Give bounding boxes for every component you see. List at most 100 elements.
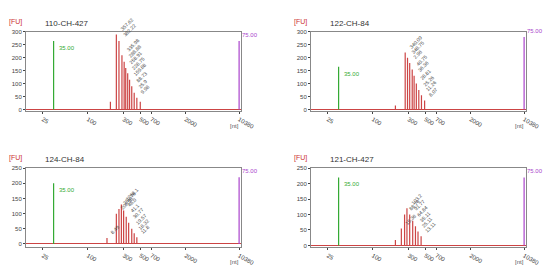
svg-text:150: 150 xyxy=(297,68,308,74)
svg-text:500: 500 xyxy=(423,252,435,263)
svg-text:500: 500 xyxy=(138,116,150,127)
svg-text:100: 100 xyxy=(12,81,23,87)
svg-text:100: 100 xyxy=(86,252,98,263)
svg-text:50: 50 xyxy=(300,227,307,233)
svg-text:700: 700 xyxy=(434,116,446,127)
svg-text:2000: 2000 xyxy=(183,116,198,128)
svg-text:75.00: 75.00 xyxy=(242,168,258,174)
svg-text:700: 700 xyxy=(149,116,161,127)
svg-text:258.91: 258.91 xyxy=(128,50,143,65)
svg-text:357.62: 357.62 xyxy=(119,17,134,32)
svg-text:25: 25 xyxy=(41,252,50,261)
svg-text:91.77: 91.77 xyxy=(413,198,426,211)
svg-text:[FU]: [FU] xyxy=(9,154,22,162)
svg-text:200: 200 xyxy=(297,55,308,61)
svg-text:100: 100 xyxy=(12,211,23,217)
svg-text:8.07: 8.07 xyxy=(427,86,438,97)
svg-text:500: 500 xyxy=(138,252,150,263)
svg-text:0: 0 xyxy=(18,241,22,247)
svg-text:150: 150 xyxy=(12,196,23,202)
svg-text:100: 100 xyxy=(371,252,383,263)
svg-text:250: 250 xyxy=(12,165,23,171)
svg-text:100: 100 xyxy=(86,116,98,127)
svg-text:[nt]: [nt] xyxy=(230,259,239,265)
svg-text:2000: 2000 xyxy=(468,116,483,128)
svg-text:19.57: 19.57 xyxy=(135,212,148,225)
svg-text:28.81: 28.81 xyxy=(419,68,432,81)
svg-text:340.09: 340.09 xyxy=(408,34,423,49)
svg-text:250: 250 xyxy=(12,42,23,48)
svg-text:335.98: 335.98 xyxy=(125,37,140,52)
svg-text:40.75: 40.75 xyxy=(415,54,428,67)
svg-text:18.32: 18.32 xyxy=(137,218,150,231)
svg-text:382.22: 382.22 xyxy=(122,22,137,37)
svg-text:124-CH-84: 124-CH-84 xyxy=(45,155,85,164)
svg-text:200: 200 xyxy=(12,55,23,61)
svg-text:25: 25 xyxy=(326,116,335,125)
svg-text:36.36: 36.36 xyxy=(417,60,430,73)
svg-text:41.1: 41.1 xyxy=(129,202,140,213)
svg-text:10380: 10380 xyxy=(237,252,255,265)
svg-text:121-CH-427: 121-CH-427 xyxy=(330,155,374,164)
svg-text:100: 100 xyxy=(297,81,308,87)
svg-text:200: 200 xyxy=(297,181,308,187)
svg-text:75.00: 75.00 xyxy=(242,32,258,38)
svg-text:100: 100 xyxy=(297,212,308,218)
svg-text:300: 300 xyxy=(407,116,419,127)
svg-text:15.36: 15.36 xyxy=(404,213,417,226)
svg-text:88.73: 88.73 xyxy=(135,70,148,83)
svg-text:30.77: 30.77 xyxy=(132,206,145,219)
svg-text:150: 150 xyxy=(12,68,23,74)
svg-text:300: 300 xyxy=(122,252,134,263)
svg-text:700: 700 xyxy=(149,252,161,263)
svg-text:110-CH-427: 110-CH-427 xyxy=(45,19,89,28)
svg-text:122-CH-84: 122-CH-84 xyxy=(330,19,370,28)
svg-text:200: 200 xyxy=(12,180,23,186)
svg-text:10380: 10380 xyxy=(237,116,255,130)
svg-text:64.84: 64.84 xyxy=(416,204,429,217)
svg-text:103.2: 103.2 xyxy=(410,192,423,205)
svg-text:10380: 10380 xyxy=(522,252,540,265)
svg-text:500: 500 xyxy=(423,116,435,127)
svg-text:11.26: 11.26 xyxy=(424,79,437,92)
svg-text:25.9: 25.9 xyxy=(137,78,148,89)
svg-text:35.00: 35.00 xyxy=(59,187,75,193)
svg-text:11.8: 11.8 xyxy=(140,224,151,235)
svg-text:250: 250 xyxy=(297,42,308,48)
svg-text:228.75: 228.75 xyxy=(131,56,146,71)
svg-text:300: 300 xyxy=(12,29,23,35)
svg-text:48.0: 48.0 xyxy=(126,196,137,207)
svg-text:[nt]: [nt] xyxy=(515,259,524,265)
svg-text:348.75: 348.75 xyxy=(410,40,425,55)
svg-text:[FU]: [FU] xyxy=(294,18,307,26)
svg-text:[FU]: [FU] xyxy=(294,154,307,162)
svg-text:2000: 2000 xyxy=(183,252,198,264)
svg-text:300: 300 xyxy=(122,116,134,127)
svg-text:288.88: 288.88 xyxy=(127,43,142,58)
svg-text:25.11: 25.11 xyxy=(420,216,433,229)
svg-text:75.00: 75.00 xyxy=(527,168,543,174)
svg-text:9.98: 9.98 xyxy=(139,84,150,95)
svg-text:35.00: 35.00 xyxy=(59,45,75,51)
svg-text:700: 700 xyxy=(434,252,446,263)
svg-text:159.88: 159.88 xyxy=(132,62,147,77)
svg-text:282.76: 282.76 xyxy=(122,190,137,205)
svg-text:8.49: 8.49 xyxy=(109,224,120,235)
svg-text:2.96: 2.96 xyxy=(412,49,423,60)
svg-text:13.11: 13.11 xyxy=(424,221,437,234)
svg-text:150: 150 xyxy=(297,196,308,202)
svg-text:0: 0 xyxy=(303,243,307,249)
svg-text:0: 0 xyxy=(18,107,22,113)
svg-text:50: 50 xyxy=(300,94,307,100)
svg-text:300: 300 xyxy=(297,29,308,35)
svg-text:25: 25 xyxy=(326,252,335,261)
svg-text:35.11: 35.11 xyxy=(418,210,431,223)
svg-text:250: 250 xyxy=(297,165,308,171)
svg-text:100: 100 xyxy=(371,116,383,127)
svg-text:[FU]: [FU] xyxy=(9,18,22,26)
svg-text:0: 0 xyxy=(303,107,307,113)
svg-text:35.00: 35.00 xyxy=(344,71,360,77)
svg-text:50: 50 xyxy=(15,94,22,100)
svg-text:[nt]: [nt] xyxy=(515,123,524,129)
svg-text:50: 50 xyxy=(15,226,22,232)
